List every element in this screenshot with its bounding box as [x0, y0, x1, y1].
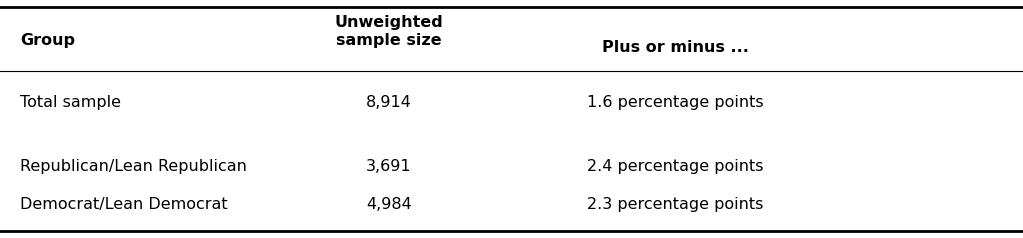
Text: 2.4 percentage points: 2.4 percentage points	[587, 159, 763, 174]
Text: 1.6 percentage points: 1.6 percentage points	[587, 95, 763, 110]
Text: Republican/Lean Republican: Republican/Lean Republican	[20, 159, 248, 174]
Text: Total sample: Total sample	[20, 95, 122, 110]
Text: 3,691: 3,691	[366, 159, 411, 174]
Text: Group: Group	[20, 33, 76, 48]
Text: 2.3 percentage points: 2.3 percentage points	[587, 197, 763, 212]
Text: 8,914: 8,914	[366, 95, 411, 110]
Text: Democrat/Lean Democrat: Democrat/Lean Democrat	[20, 197, 228, 212]
Text: Plus or minus ...: Plus or minus ...	[602, 40, 749, 55]
Text: 4,984: 4,984	[366, 197, 411, 212]
Text: Unweighted
sample size: Unweighted sample size	[335, 15, 443, 48]
